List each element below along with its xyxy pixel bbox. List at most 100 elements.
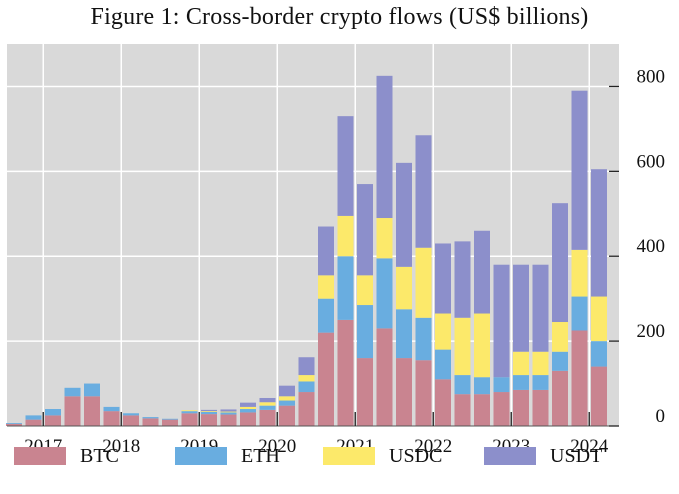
bar-usdt: [571, 90, 588, 250]
bar-usdt: [532, 264, 549, 352]
bar-btc: [552, 370, 568, 426]
bar-eth: [357, 305, 373, 359]
bar-btc: [298, 392, 315, 426]
bar-usdt: [259, 397, 276, 403]
bar-usdc: [532, 351, 549, 376]
bar-btc: [240, 412, 256, 426]
bar-eth: [298, 381, 315, 393]
bar-btc: [513, 389, 529, 426]
bar-usdc: [552, 322, 568, 352]
bar-usdc: [376, 218, 393, 259]
bar-usdt: [415, 135, 432, 248]
bar-usdc: [318, 275, 334, 299]
bar-eth: [259, 405, 276, 410]
bar-usdt: [318, 226, 334, 276]
bar-usdc: [220, 411, 237, 413]
bar-usdt: [552, 203, 568, 323]
legend-label: BTC: [80, 444, 119, 467]
bar-eth: [103, 406, 120, 412]
bar-usdc: [474, 313, 490, 378]
bar-usdc: [591, 296, 607, 342]
bar-btc: [318, 332, 334, 426]
bar-eth: [376, 258, 393, 329]
x-tick-label: 2020: [258, 436, 296, 457]
bar-eth: [201, 411, 217, 415]
bar-eth: [142, 417, 159, 419]
legend-swatch: [175, 447, 227, 465]
bar-usdt: [454, 241, 471, 318]
bar-eth: [45, 409, 61, 416]
bar-eth: [337, 256, 354, 320]
bar-usdt: [591, 169, 607, 297]
bar-eth: [454, 375, 471, 395]
bar-usdc: [513, 351, 529, 376]
legend-swatch: [14, 447, 66, 465]
bar-usdt: [337, 116, 354, 216]
bar-usdc: [454, 317, 471, 376]
chart-title: Figure 1: Cross-border crypto flows (US$…: [90, 4, 589, 30]
bar-eth: [240, 409, 256, 413]
bar-btc: [337, 319, 354, 426]
bar-eth: [552, 351, 568, 371]
bar-btc: [220, 414, 237, 426]
bar-btc: [435, 379, 451, 426]
bar-btc: [45, 415, 61, 426]
bar-usdc: [415, 247, 432, 318]
bar-usdc: [240, 406, 256, 410]
legend-swatch: [323, 447, 375, 465]
bar-usdc: [571, 249, 588, 297]
bar-btc: [162, 419, 178, 426]
bar-eth: [25, 415, 42, 420]
bar-usdt: [513, 264, 529, 352]
bar-btc: [357, 358, 373, 426]
bar-usdt: [396, 162, 412, 267]
bar-usdc: [298, 375, 315, 382]
bar-btc: [376, 328, 393, 426]
bar-usdt: [474, 230, 490, 314]
legend-label: USDC: [389, 444, 443, 467]
bar-btc: [454, 394, 471, 426]
bar-eth: [571, 296, 588, 331]
bar-btc: [64, 396, 81, 426]
bar-eth: [474, 377, 490, 395]
bar-btc: [493, 392, 510, 426]
bar-usdt: [357, 184, 373, 276]
legend: BTC ETH USDC USDT: [0, 442, 679, 490]
bar-btc: [123, 415, 139, 426]
bar-usdc: [337, 215, 354, 257]
legend-item-eth: ETH: [175, 442, 280, 470]
legend-label: USDT: [550, 444, 603, 467]
bar-usdc: [279, 396, 295, 401]
legend-item-btc: BTC: [14, 442, 119, 470]
bar-btc: [6, 423, 22, 426]
bar-usdt: [201, 409, 217, 412]
bar-eth: [6, 423, 22, 424]
bar-usdc: [396, 266, 412, 310]
bar-usdt: [240, 402, 256, 407]
bar-btc: [84, 396, 100, 426]
bar-usdt: [298, 357, 315, 376]
bar-btc: [201, 414, 217, 426]
bar-eth: [513, 375, 529, 390]
bar-eth: [220, 412, 237, 415]
bar-eth: [123, 413, 139, 416]
bars-layer: [6, 75, 607, 426]
bar-usdc: [357, 275, 373, 306]
bar-btc: [103, 411, 120, 426]
bar-btc: [571, 330, 588, 426]
legend-item-usdt: USDT: [484, 442, 602, 470]
y-tick-label: 200: [637, 321, 666, 342]
bar-btc: [532, 389, 549, 426]
bar-usdc: [201, 411, 217, 412]
bar-eth: [181, 411, 198, 414]
legend-swatch: [484, 447, 536, 465]
bar-usdt: [493, 264, 510, 378]
bar-usdt: [279, 385, 295, 397]
bar-eth: [162, 418, 178, 420]
gridlines: [7, 44, 619, 426]
bar-eth: [532, 375, 549, 390]
x-tick-label: 2024: [570, 436, 609, 457]
bar-eth: [493, 377, 510, 393]
bar-btc: [415, 360, 432, 426]
